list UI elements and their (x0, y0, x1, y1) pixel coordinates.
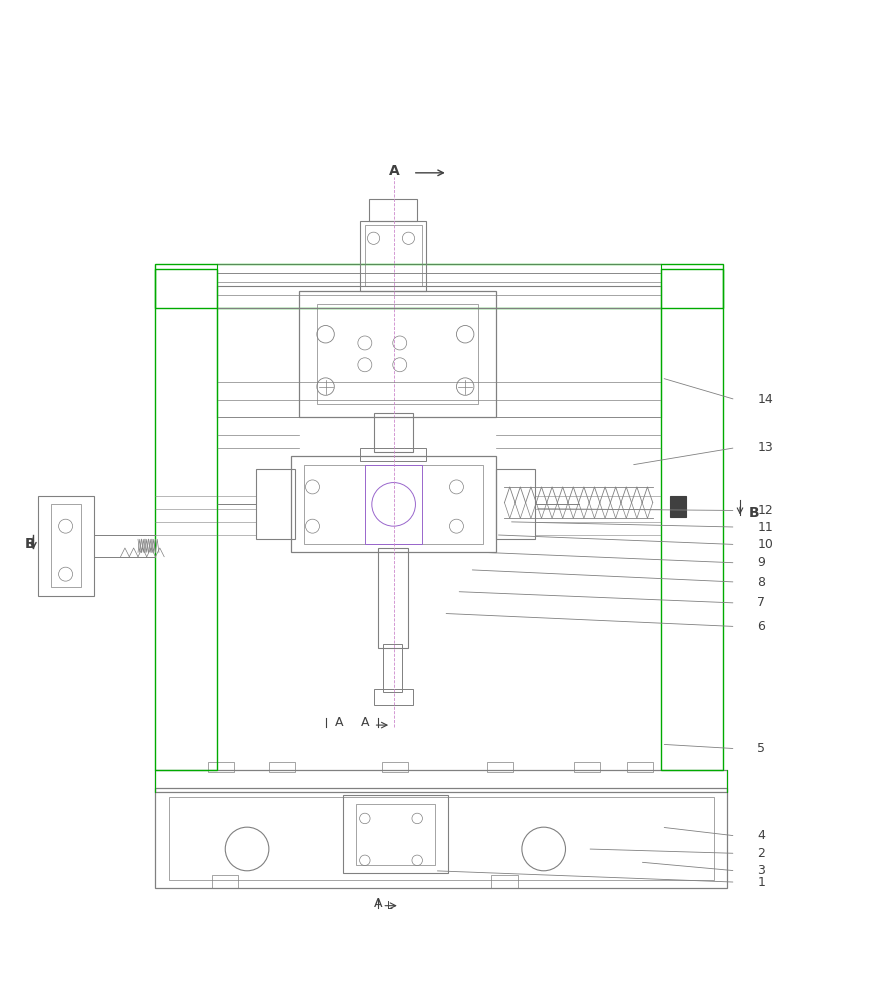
Text: B: B (25, 537, 35, 551)
Bar (356, 804, 434, 865)
Bar (303, 465, 482, 544)
Bar (626, 762, 652, 772)
Bar (574, 762, 600, 772)
Bar (217, 273, 660, 282)
Bar (381, 762, 408, 772)
Bar (155, 264, 722, 308)
Bar (496, 469, 534, 539)
Text: 1: 1 (757, 876, 765, 889)
Text: L: L (386, 901, 392, 911)
Bar (155, 770, 726, 792)
Bar (487, 762, 512, 772)
Text: A: A (360, 716, 368, 729)
Bar (317, 304, 478, 404)
Bar (299, 291, 496, 417)
Text: 3: 3 (757, 864, 765, 877)
Bar (290, 456, 496, 552)
Bar (373, 689, 412, 705)
Bar (382, 644, 402, 692)
Bar (268, 762, 295, 772)
Bar (491, 875, 517, 888)
Text: 12: 12 (757, 504, 773, 517)
Bar (38, 496, 94, 596)
Bar (669, 496, 685, 517)
Text: B: B (748, 506, 759, 520)
Bar (365, 465, 421, 544)
Bar (212, 875, 238, 888)
Text: 9: 9 (757, 556, 765, 569)
Bar (51, 504, 82, 587)
Bar (343, 795, 447, 873)
Bar (155, 788, 726, 888)
Bar (255, 469, 295, 539)
Bar (360, 448, 425, 461)
Text: A: A (389, 164, 399, 178)
Text: 6: 6 (757, 620, 765, 633)
Text: 11: 11 (757, 521, 773, 534)
Text: 8: 8 (757, 576, 765, 589)
Text: 7: 7 (757, 596, 765, 609)
Text: A: A (374, 897, 381, 910)
Bar (365, 225, 421, 286)
Bar (208, 762, 233, 772)
Bar (360, 221, 425, 291)
Bar (369, 199, 417, 221)
Bar (660, 269, 722, 770)
Bar (217, 286, 660, 308)
Bar (168, 797, 713, 880)
Bar (377, 548, 408, 648)
Bar (373, 413, 412, 452)
Text: A: A (334, 716, 343, 729)
Text: 10: 10 (757, 538, 773, 551)
Text: 2: 2 (757, 847, 765, 860)
Text: 4: 4 (757, 829, 765, 842)
Text: 5: 5 (757, 742, 765, 755)
Text: 14: 14 (757, 393, 773, 406)
Bar (155, 269, 217, 770)
Text: 13: 13 (757, 441, 773, 454)
